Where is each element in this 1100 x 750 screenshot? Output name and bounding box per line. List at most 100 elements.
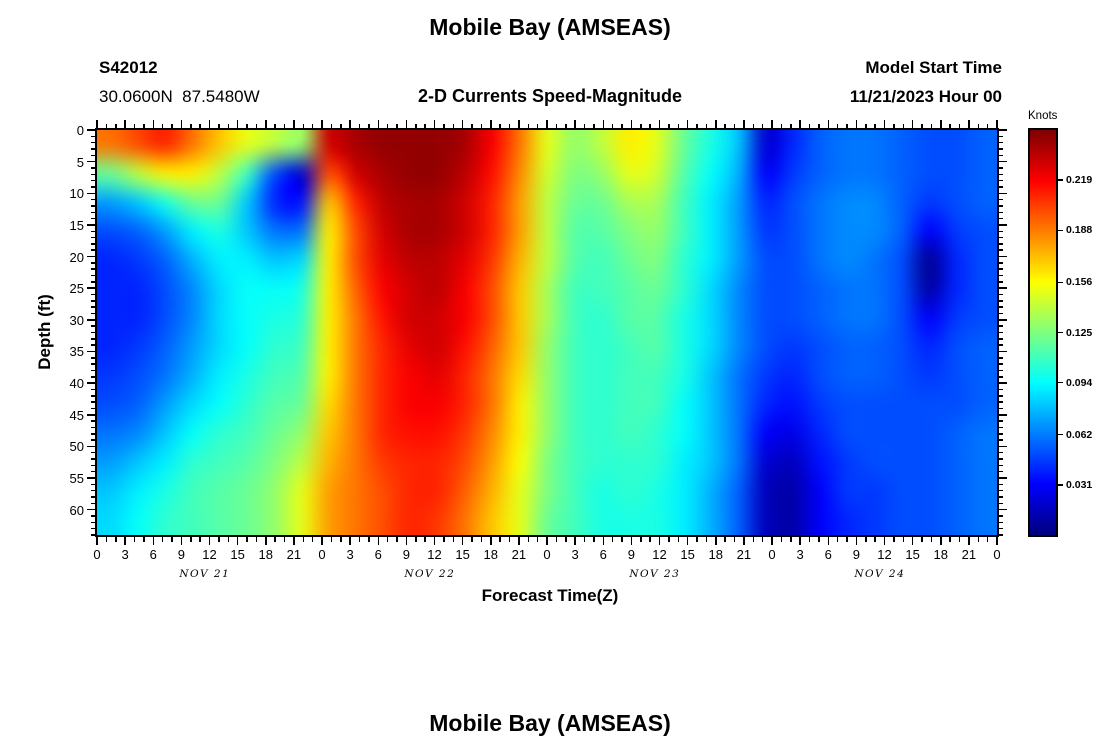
x-axis-top-tick [827, 120, 829, 128]
y-axis-right-tick [999, 179, 1003, 182]
y-axis-tick [91, 300, 95, 302]
x-axis-top-tick [771, 120, 773, 128]
y-axis-tick [87, 129, 95, 131]
y-axis-right-tick [999, 464, 1003, 467]
y-tick-label: 5 [76, 154, 84, 170]
x-axis-tick [274, 537, 276, 542]
y-axis-tick [91, 433, 95, 435]
y-axis-tick [91, 527, 95, 530]
y-axis-right-tick [999, 527, 1003, 530]
y-axis-right-tick [999, 224, 1007, 226]
x-axis-top-tick [265, 120, 267, 128]
x-axis-top-tick [415, 123, 417, 128]
x-tick-label: 12 [877, 547, 892, 562]
colorbar-tick-label: 0.031 [1066, 478, 1093, 491]
y-axis-tick [91, 470, 95, 473]
y-axis-right-tick [999, 521, 1003, 524]
x-axis-tick [686, 537, 689, 545]
y-axis-tick [87, 508, 95, 511]
y-tick-label: 60 [69, 502, 84, 518]
x-axis-tick [471, 537, 473, 542]
y-axis-right-tick [999, 192, 1007, 195]
x-axis-tick [574, 537, 576, 545]
x-axis-tick [105, 537, 108, 542]
y-axis-right-tick [999, 508, 1007, 511]
x-axis-tick [930, 537, 933, 542]
y-axis-tick [91, 211, 95, 214]
x-axis-top-tick [893, 123, 895, 128]
x-tick-label: 6 [374, 547, 382, 562]
y-axis-right-tick [999, 312, 1003, 315]
y-axis-right-tick [999, 300, 1003, 302]
x-axis-top-tick [621, 123, 623, 128]
y-axis-right-tick [999, 357, 1003, 359]
x-day-label: NOV 21 [179, 568, 231, 580]
y-axis-tick [87, 319, 95, 321]
x-tick-label: 3 [346, 547, 354, 562]
y-axis-right-tick [999, 407, 1003, 410]
x-axis-tick [293, 537, 295, 545]
y-axis-tick [91, 306, 95, 308]
x-axis-top-tick [686, 120, 689, 128]
x-tick-label: 18 [708, 547, 723, 562]
x-axis-top-tick [508, 123, 511, 128]
x-axis-top-tick [143, 123, 145, 128]
y-axis-tick [87, 192, 95, 195]
colorbar-frame [1028, 128, 1058, 537]
x-axis-top-tick [499, 123, 501, 128]
y-axis-tick [91, 420, 95, 422]
y-axis-right-tick [999, 205, 1003, 207]
x-axis-top-tick [911, 120, 914, 128]
x-axis-tick [480, 537, 483, 542]
x-axis-tick [386, 537, 389, 542]
y-axis-tick [91, 483, 95, 486]
x-axis-tick [865, 537, 867, 542]
x-axis-top-tick [190, 123, 192, 128]
x-tick-label: 9 [402, 547, 410, 562]
y-axis-right-tick [999, 338, 1003, 340]
y-axis-right-tick [999, 470, 1003, 473]
x-axis-tick [340, 537, 342, 542]
x-axis-top-tick [611, 123, 614, 128]
y-axis-right-tick [999, 363, 1003, 365]
y-axis-tick [87, 224, 95, 226]
y-tick-label: 20 [69, 249, 84, 265]
y-axis-right-tick [999, 255, 1007, 258]
station-id: S42012 [99, 58, 158, 77]
x-axis-tick [349, 537, 351, 545]
x-axis-tick [143, 537, 145, 542]
y-axis-tick [91, 249, 95, 251]
x-tick-label: 18 [258, 547, 273, 562]
x-axis-top-tick [368, 123, 370, 128]
x-axis-top-tick [246, 123, 248, 128]
x-axis-tick [677, 537, 679, 542]
x-axis-top-tick [958, 123, 961, 128]
y-axis-tick [91, 502, 95, 505]
x-axis-title: Forecast Time(Z) [481, 586, 619, 605]
x-axis-tick [152, 537, 154, 545]
x-axis-tick [705, 537, 708, 542]
y-axis-right-tick [999, 451, 1003, 454]
x-axis-tick [433, 537, 436, 545]
y-axis-right-tick [999, 154, 1003, 157]
x-axis-top-tick [302, 123, 304, 128]
x-axis-tick [986, 537, 989, 542]
y-axis-right-tick [999, 211, 1003, 214]
y-axis-right-tick [999, 243, 1003, 245]
x-tick-label: 12 [202, 547, 217, 562]
x-axis-top-tick [921, 123, 923, 128]
y-axis-tick [91, 489, 95, 492]
colorbar-tick [1058, 281, 1063, 284]
x-axis-top-tick [986, 123, 989, 128]
x-axis-tick [490, 537, 492, 545]
x-axis-tick [555, 537, 558, 542]
x-axis-top-tick [546, 120, 548, 128]
x-axis-tick [968, 537, 970, 545]
y-axis-tick [91, 141, 95, 144]
y-axis-right-tick [999, 148, 1003, 150]
x-tick-label: 18 [933, 547, 948, 562]
y-axis-right-tick [999, 414, 1007, 416]
x-axis-top-tick [715, 120, 717, 128]
x-tick-label: 3 [121, 547, 129, 562]
y-axis-right-tick [999, 141, 1003, 144]
